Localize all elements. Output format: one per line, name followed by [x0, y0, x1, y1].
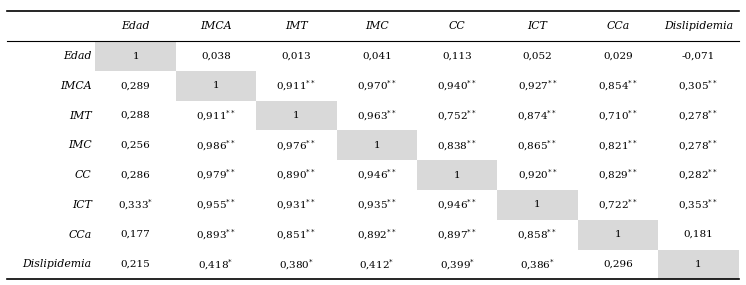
- Text: 0,955$^{**}$: 0,955$^{**}$: [196, 198, 236, 212]
- Text: 0,278$^{**}$: 0,278$^{**}$: [678, 138, 718, 152]
- Text: Edad: Edad: [122, 21, 150, 31]
- Text: 0,289: 0,289: [121, 81, 151, 90]
- Bar: [658, 250, 739, 279]
- Text: 0,041: 0,041: [362, 52, 392, 60]
- Text: CCa: CCa: [69, 230, 92, 240]
- Text: IMC: IMC: [365, 21, 389, 31]
- Text: 1: 1: [213, 81, 219, 90]
- Text: 0,752$^{**}$: 0,752$^{**}$: [437, 108, 477, 123]
- Text: 0,821$^{**}$: 0,821$^{**}$: [598, 138, 638, 152]
- Text: Edad: Edad: [63, 51, 92, 61]
- Text: 0,215: 0,215: [121, 260, 151, 269]
- Text: 0,892$^{**}$: 0,892$^{**}$: [357, 227, 397, 242]
- Text: 1: 1: [534, 200, 541, 209]
- Text: 0,935$^{**}$: 0,935$^{**}$: [357, 198, 397, 212]
- Text: 0,282$^{**}$: 0,282$^{**}$: [678, 168, 718, 182]
- Text: 0,940$^{**}$: 0,940$^{**}$: [437, 79, 477, 93]
- Text: 0,829$^{**}$: 0,829$^{**}$: [598, 168, 638, 182]
- Text: IMCA: IMCA: [60, 81, 92, 91]
- Text: 0,710$^{**}$: 0,710$^{**}$: [598, 108, 638, 123]
- Text: 0,380$^{*}$: 0,380$^{*}$: [279, 257, 314, 272]
- Text: 0,979$^{**}$: 0,979$^{**}$: [196, 168, 236, 182]
- Text: 1: 1: [374, 141, 380, 150]
- Text: 0,113: 0,113: [442, 52, 472, 60]
- Text: 0,946$^{**}$: 0,946$^{**}$: [357, 168, 397, 182]
- Text: 0,851$^{**}$: 0,851$^{**}$: [276, 227, 316, 242]
- Text: -0,071: -0,071: [682, 52, 715, 60]
- Text: Dislipidemia: Dislipidemia: [664, 21, 733, 31]
- Text: 0,722$^{**}$: 0,722$^{**}$: [598, 198, 638, 212]
- Text: 0,038: 0,038: [201, 52, 231, 60]
- Text: 0,305$^{**}$: 0,305$^{**}$: [678, 79, 718, 93]
- Text: ICT: ICT: [527, 21, 548, 31]
- Text: ICT: ICT: [72, 200, 92, 210]
- Text: 0,890$^{**}$: 0,890$^{**}$: [276, 168, 316, 182]
- Text: 1: 1: [293, 111, 300, 120]
- Text: 0,931$^{**}$: 0,931$^{**}$: [276, 198, 316, 212]
- Bar: [257, 101, 336, 131]
- Text: 0,838$^{**}$: 0,838$^{**}$: [437, 138, 477, 152]
- Text: IMCA: IMCA: [200, 21, 232, 31]
- Text: 0,029: 0,029: [603, 52, 633, 60]
- Text: 0,911$^{**}$: 0,911$^{**}$: [276, 79, 316, 93]
- Text: 0,865$^{**}$: 0,865$^{**}$: [518, 138, 558, 152]
- Text: CC: CC: [75, 170, 92, 180]
- Text: IMT: IMT: [69, 111, 92, 121]
- Text: 0,874$^{**}$: 0,874$^{**}$: [518, 108, 558, 123]
- Text: 1: 1: [615, 230, 621, 239]
- Text: 0,353$^{**}$: 0,353$^{**}$: [678, 198, 718, 212]
- Bar: [417, 160, 498, 190]
- Text: 0,296: 0,296: [603, 260, 633, 269]
- Text: 0,181: 0,181: [683, 230, 713, 239]
- Text: 0,288: 0,288: [121, 111, 151, 120]
- Text: 0,013: 0,013: [281, 52, 311, 60]
- Text: 0,970$^{**}$: 0,970$^{**}$: [357, 79, 397, 93]
- Text: 1: 1: [695, 260, 702, 269]
- Text: 0,927$^{**}$: 0,927$^{**}$: [518, 79, 558, 93]
- Text: CC: CC: [449, 21, 466, 31]
- Bar: [498, 190, 577, 220]
- Text: IMT: IMT: [285, 21, 308, 31]
- Bar: [95, 41, 176, 71]
- Text: 0,963$^{**}$: 0,963$^{**}$: [357, 108, 397, 123]
- Text: 0,386$^{*}$: 0,386$^{*}$: [520, 257, 555, 272]
- Text: 0,920$^{**}$: 0,920$^{**}$: [518, 168, 558, 182]
- Text: 0,256: 0,256: [121, 141, 151, 150]
- Text: 0,399$^{*}$: 0,399$^{*}$: [439, 257, 474, 272]
- Text: 0,333$^{*}$: 0,333$^{*}$: [118, 198, 153, 212]
- Text: 0,286: 0,286: [121, 171, 151, 180]
- Text: 0,897$^{**}$: 0,897$^{**}$: [437, 227, 477, 242]
- Text: 0,986$^{**}$: 0,986$^{**}$: [196, 138, 236, 152]
- Text: 0,911$^{**}$: 0,911$^{**}$: [196, 108, 236, 123]
- Text: 1: 1: [454, 171, 460, 180]
- Text: 0,946$^{**}$: 0,946$^{**}$: [437, 198, 477, 212]
- Bar: [336, 131, 417, 160]
- Text: 0,976$^{**}$: 0,976$^{**}$: [276, 138, 316, 152]
- Text: IMC: IMC: [68, 140, 92, 150]
- Text: 0,052: 0,052: [523, 52, 553, 60]
- Bar: [176, 71, 257, 101]
- Text: 0,854$^{**}$: 0,854$^{**}$: [598, 79, 638, 93]
- Text: 0,893$^{**}$: 0,893$^{**}$: [196, 227, 236, 242]
- Text: 0,278$^{**}$: 0,278$^{**}$: [678, 108, 718, 123]
- Text: 0,177: 0,177: [121, 230, 151, 239]
- Bar: [577, 220, 658, 250]
- Text: 0,418$^{*}$: 0,418$^{*}$: [198, 257, 233, 272]
- Text: Dislipidemia: Dislipidemia: [22, 259, 92, 269]
- Text: 0,858$^{**}$: 0,858$^{**}$: [518, 227, 558, 242]
- Text: 0,412$^{*}$: 0,412$^{*}$: [360, 257, 395, 272]
- Text: CCa: CCa: [606, 21, 630, 31]
- Text: 1: 1: [132, 52, 139, 60]
